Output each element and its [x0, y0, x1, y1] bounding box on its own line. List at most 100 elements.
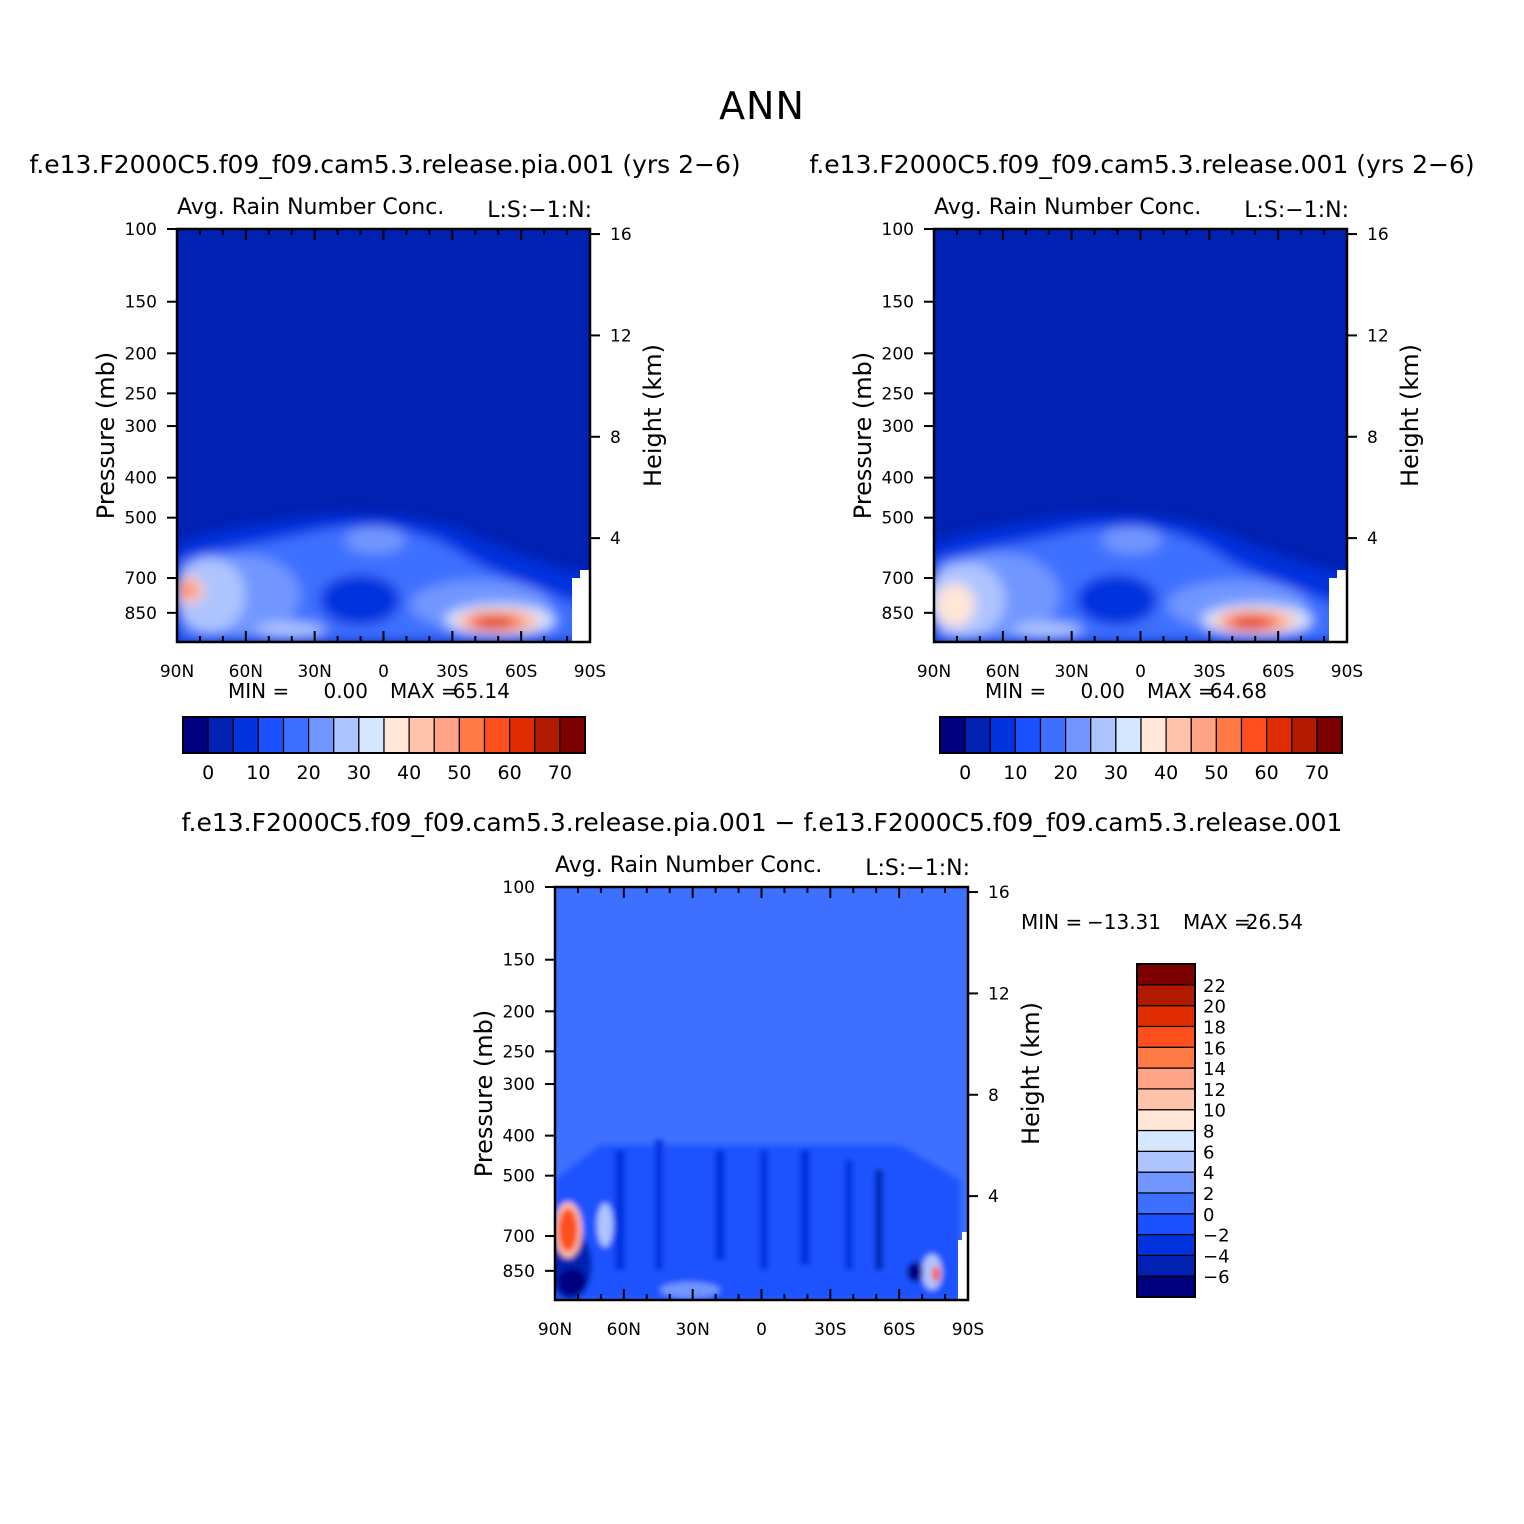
colorbar-label: 40	[397, 762, 421, 784]
colorbar-box	[1291, 716, 1318, 754]
x-tick-label: 60S	[505, 662, 537, 682]
x-tick-label: 30N	[1054, 662, 1088, 682]
panel2-field	[934, 229, 1347, 642]
colorbar-label: 20	[1203, 997, 1226, 1018]
colorbar-box	[1136, 1171, 1196, 1194]
panel1-field	[177, 229, 590, 642]
colorbar-box	[1136, 1254, 1196, 1277]
colorbar-box	[408, 716, 435, 754]
panel3-field	[555, 887, 968, 1300]
x-tick-label: 0	[1135, 662, 1146, 682]
colorbar-label: 60	[1255, 762, 1279, 784]
min-value: 0.00	[323, 679, 368, 703]
panel2-case-title: f.e13.F2000C5.f09_f09.cam5.3.release.001…	[809, 150, 1475, 179]
panel3-case-title: f.e13.F2000C5.f09_f09.cam5.3.release.pia…	[181, 808, 1343, 837]
y-tick-label: 500	[125, 509, 157, 529]
y-tick-label: 150	[125, 293, 157, 313]
x-tick-label: 30S	[436, 662, 468, 682]
x-tick-label: 30N	[675, 1320, 709, 1340]
panel1-case-title: f.e13.F2000C5.f09_f09.cam5.3.release.pia…	[29, 150, 741, 179]
y-tick-label: 250	[882, 384, 914, 404]
colorbar-label: 70	[548, 762, 572, 784]
colorbar-box	[1136, 1088, 1196, 1111]
y-tick-label: 400	[125, 469, 157, 489]
y-tick-label: 500	[882, 509, 914, 529]
colorbar-box	[232, 716, 259, 754]
colorbar-box	[333, 716, 360, 754]
colorbar-label: 18	[1203, 1017, 1226, 1038]
colorbar-box	[1165, 716, 1192, 754]
y-tick-label: 100	[503, 878, 535, 898]
plot-title: Avg. Rain Number Conc.	[555, 853, 822, 878]
y-tick-label: 300	[125, 417, 157, 437]
y-right-tick-label: 4	[1367, 529, 1378, 549]
colorbar-box	[1039, 716, 1067, 754]
plot-title-right: L:S:−1:N:	[487, 198, 592, 223]
colorbar-box	[1115, 716, 1142, 754]
y-right-tick-label: 16	[988, 883, 1010, 903]
x-tick-label: 90N	[538, 1320, 572, 1340]
y-right-tick-label: 4	[610, 529, 621, 549]
colorbar-box	[383, 716, 410, 754]
colorbar-label: 50	[1204, 762, 1228, 784]
y-tick-label: 300	[882, 417, 914, 437]
colorbar-box	[358, 716, 385, 754]
colorbar-frame	[182, 716, 586, 754]
y-tick-label: 400	[882, 469, 914, 489]
colorbar-box	[939, 716, 966, 754]
y-right-tick-label: 16	[1367, 225, 1389, 245]
x-tick-label: 90N	[917, 662, 951, 682]
colorbar-label: 50	[447, 762, 471, 784]
colorbar-box	[1136, 963, 1196, 986]
colorbar-box	[1136, 1025, 1196, 1048]
colorbar-box	[1266, 716, 1293, 754]
colorbar-label: 8	[1203, 1122, 1214, 1143]
colorbar-label: 12	[1203, 1080, 1226, 1101]
plot-title: Avg. Rain Number Conc.	[177, 195, 444, 220]
colorbar-label: 30	[1104, 762, 1128, 784]
colorbar-label: 20	[297, 762, 321, 784]
x-tick-label: 0	[378, 662, 389, 682]
x-tick-label: 60S	[883, 1320, 915, 1340]
min-value: 0.00	[1080, 679, 1125, 703]
colorbar-box	[458, 716, 486, 754]
plot-title: Avg. Rain Number Conc.	[934, 195, 1201, 220]
y-right-axis-label: Height (km)	[639, 344, 667, 487]
colorbar-box	[1215, 716, 1243, 754]
y-right-tick-label: 8	[1367, 428, 1378, 448]
y-right-tick-label: 16	[610, 225, 632, 245]
colorbar-box	[1136, 1275, 1196, 1298]
colorbar-box	[1065, 716, 1092, 754]
max-label: MAX =	[1183, 910, 1251, 934]
colorbar-box	[1140, 716, 1167, 754]
page-title: ANN	[719, 84, 805, 128]
colorbar-box	[1136, 1067, 1196, 1090]
min-label: MIN =	[1021, 910, 1082, 934]
y-tick-label: 300	[503, 1075, 535, 1095]
colorbar-label: 16	[1203, 1038, 1226, 1059]
colorbar-box	[1316, 716, 1343, 754]
colorbar-label: 0	[959, 762, 971, 784]
colorbar-box	[1136, 984, 1196, 1007]
y-tick-label: 500	[503, 1167, 535, 1187]
max-label: MAX =	[390, 679, 458, 703]
colorbar-box	[1136, 1150, 1196, 1173]
colorbar-label: 10	[1203, 1101, 1226, 1122]
colorbar-label: 14	[1203, 1059, 1226, 1080]
y-axis-label: Pressure (mb)	[470, 1010, 498, 1177]
colorbar-label: −2	[1203, 1226, 1230, 1247]
plot-title-right: L:S:−1:N:	[865, 856, 970, 881]
colorbar-label: 70	[1305, 762, 1329, 784]
colorbar-label: 10	[1003, 762, 1027, 784]
y-tick-label: 150	[503, 951, 535, 971]
colorbar-label: 2	[1203, 1184, 1214, 1205]
colorbar-label: 20	[1054, 762, 1078, 784]
y-tick-label: 850	[503, 1262, 535, 1282]
colorbar-label: 40	[1154, 762, 1178, 784]
colorbar-label: 10	[246, 762, 270, 784]
colorbar-box	[1136, 1005, 1196, 1028]
colorbar-box	[1136, 1109, 1196, 1132]
colorbar-box	[1136, 1046, 1196, 1069]
x-tick-label: 90N	[160, 662, 194, 682]
